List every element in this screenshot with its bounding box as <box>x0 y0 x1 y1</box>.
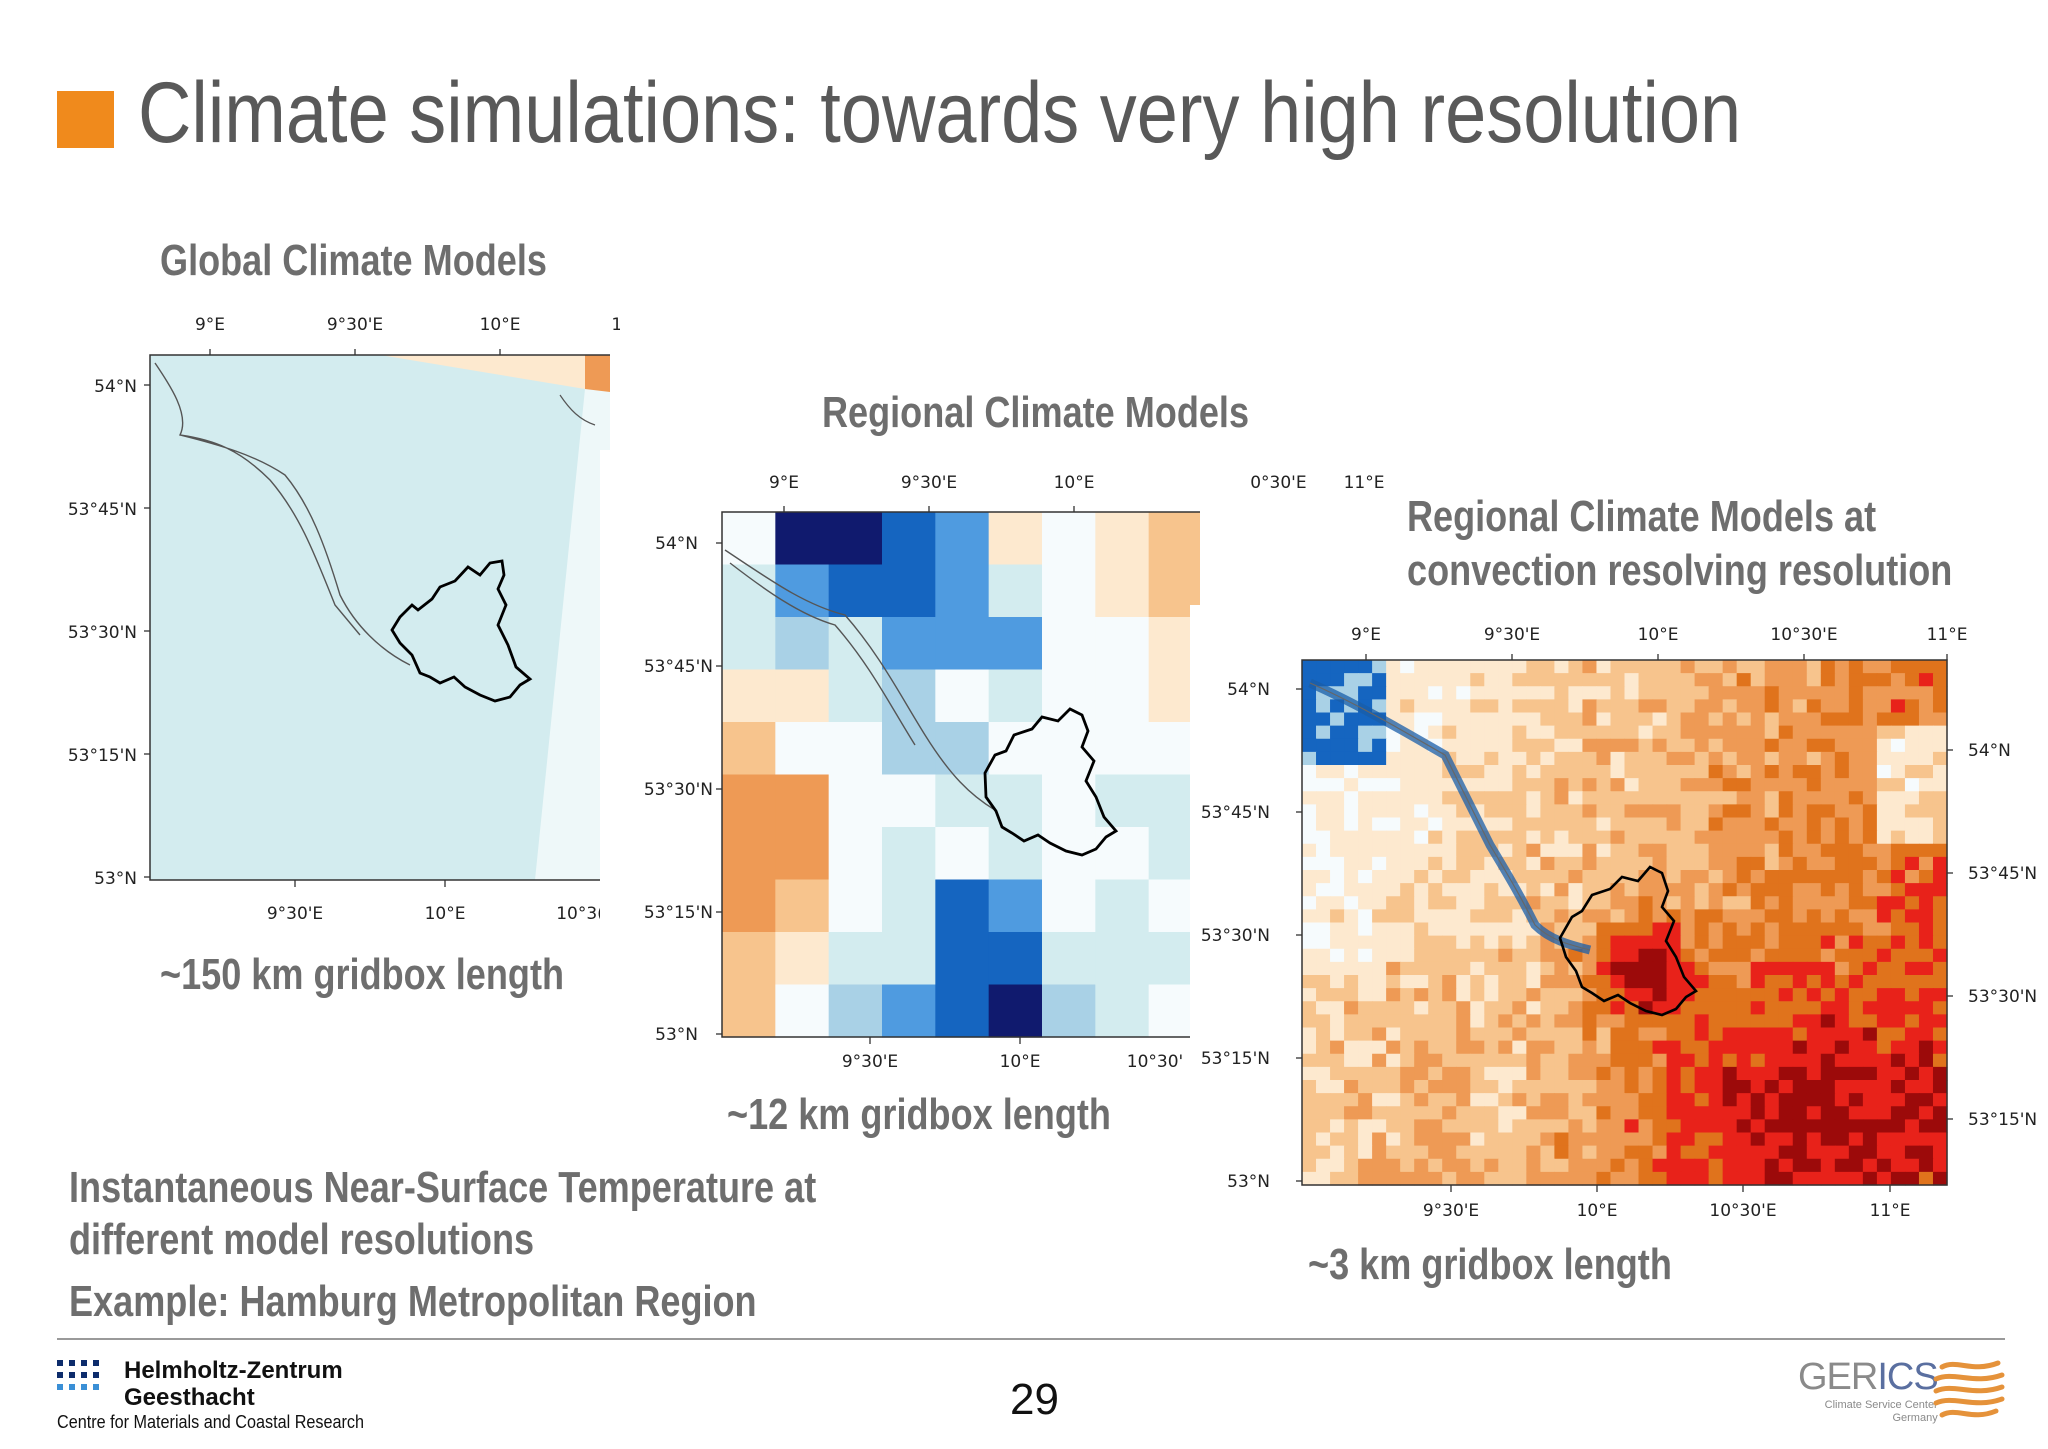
p1-xtick-bottom-1: 10°E <box>425 904 466 924</box>
p1-ytick-0: 54°N <box>94 377 137 397</box>
hzg-logo-text: Helmholtz-Zentrum Geesthacht <box>124 1357 343 1411</box>
p1-ytick-3: 53°15'N <box>68 746 137 766</box>
panel-2-label: Regional Climate Models <box>822 388 1250 437</box>
description-line-3: Example: Hamburg Metropolitan Region <box>69 1277 757 1326</box>
p2-xtick-top-3: 10°30'E <box>1250 473 1307 493</box>
slide-title: Climate simulations: towards very high r… <box>138 65 1742 161</box>
panel-3-label: Regional Climate Models at convection re… <box>1407 490 1952 598</box>
p3-ytick-left-0: 54°N <box>1227 680 1270 700</box>
p1-ytick-2: 53°30'N <box>68 623 137 643</box>
gerics-logo-suffix: ICS <box>1877 1356 1938 1398</box>
panel-1-label: Global Climate Models <box>160 236 547 285</box>
org-name-line-2: Geesthacht <box>124 1384 255 1411</box>
panel-3-label-line-1: Regional Climate Models at <box>1407 492 1877 541</box>
p2-xtick-bottom-2: 10°30' <box>1127 1052 1183 1072</box>
p1-xtick-top-0: 9°E <box>195 315 225 335</box>
p3-ytick-left-1: 53°45'N <box>1201 803 1270 823</box>
panel-3-caption: ~3 km gridbox length <box>1308 1240 1672 1289</box>
p3-xtick-top-2: 10°E <box>1638 625 1679 645</box>
hzg-logo-dots-icon <box>57 1360 99 1390</box>
p1-xtick-top-3: 10°30'E <box>611 315 620 335</box>
page-number: 29 <box>1010 1375 1059 1424</box>
description-line-2: different model resolutions <box>69 1215 535 1264</box>
gerics-sub-line-1: Climate Service Center <box>1824 1399 1938 1411</box>
p2-ytick-0: 54°N <box>655 534 698 554</box>
p2-xtick-top-4: 11°E <box>1344 473 1385 493</box>
gerics-waves-icon <box>1933 1360 2005 1418</box>
p2-xtick-bottom-1: 10°E <box>1000 1052 1041 1072</box>
p3-ytick-right-2: 53°30'N <box>1968 987 2037 1007</box>
p2-ytick-2: 53°30'N <box>644 780 713 800</box>
p3-ytick-right-1: 53°45'N <box>1968 864 2037 884</box>
map-regional-climate-model: 9°E 9°30'E 10°E 54°N 53°45'N 53°30'N 53°… <box>644 473 1200 1072</box>
p3-ytick-right-0: 54°N <box>1968 741 2011 761</box>
p2-xtick-top-1: 9°30'E <box>901 473 957 493</box>
p3-xtick-top-1: 9°30'E <box>1484 625 1540 645</box>
p2-xtick-top-0: 9°E <box>769 473 799 493</box>
footer-divider <box>57 1338 2005 1340</box>
p3-ytick-left-3: 53°15'N <box>1201 1049 1270 1069</box>
description-line-1: Instantaneous Near-Surface Temperature a… <box>69 1163 817 1212</box>
gerics-logo-prefix: GER <box>1798 1356 1878 1398</box>
gerics-sub-line-2: Germany <box>1892 1412 1938 1424</box>
p2-ytick-1: 53°45'N <box>644 657 713 677</box>
p2-xtick-top-2: 10°E <box>1054 473 1095 493</box>
org-subtitle: Centre for Materials and Coastal Researc… <box>57 1412 365 1432</box>
p3-ytick-left-2: 53°30'N <box>1201 926 1270 946</box>
p1-xtick-bottom-0: 9°30'E <box>267 904 323 924</box>
p2-xtick-bottom-0: 9°30'E <box>842 1052 898 1072</box>
org-name-line-1: Helmholtz-Zentrum <box>124 1357 343 1384</box>
p3-xtick-bottom-3: 11°E <box>1870 1201 1911 1221</box>
p3-xtick-bottom-2: 10°30'E <box>1709 1201 1776 1221</box>
p2-ytick-4: 53°N <box>655 1025 698 1045</box>
p3-xtick-top-4: 11°E <box>1927 625 1968 645</box>
p1-xtick-top-1: 9°30'E <box>327 315 383 335</box>
panel-2-caption: ~12 km gridbox length <box>727 1090 1111 1139</box>
p2-ytick-3: 53°15'N <box>644 903 713 923</box>
title-bullet-square <box>57 91 114 148</box>
p3-ytick-right-3: 53°15'N <box>1968 1110 2037 1130</box>
p3-xtick-top-0: 9°E <box>1351 625 1381 645</box>
p1-xtick-top-2: 10°E <box>480 315 521 335</box>
p1-ytick-4: 53°N <box>94 869 137 889</box>
p3-ytick-left-4: 53°N <box>1227 1172 1270 1192</box>
panel-1-caption: ~150 km gridbox length <box>160 950 565 999</box>
panel-3-label-line-2: convection resolving resolution <box>1407 546 1953 595</box>
gerics-logo: GERICS Climate Service Center Germany <box>1798 1356 1939 1425</box>
p3-xtick-top-3: 10°30'E <box>1770 625 1837 645</box>
p1-xtick-bottom-2: 10°3( <box>556 904 604 924</box>
p3-xtick-bottom-0: 9°30'E <box>1423 1201 1479 1221</box>
p1-ytick-1: 53°45'N <box>68 500 137 520</box>
map-convection-resolving-model: 9°E 9°30'E 10°E 10°30'E 11°E 54°N 53°45'… <box>1201 625 2037 1221</box>
p3-xtick-bottom-1: 10°E <box>1577 1201 1618 1221</box>
